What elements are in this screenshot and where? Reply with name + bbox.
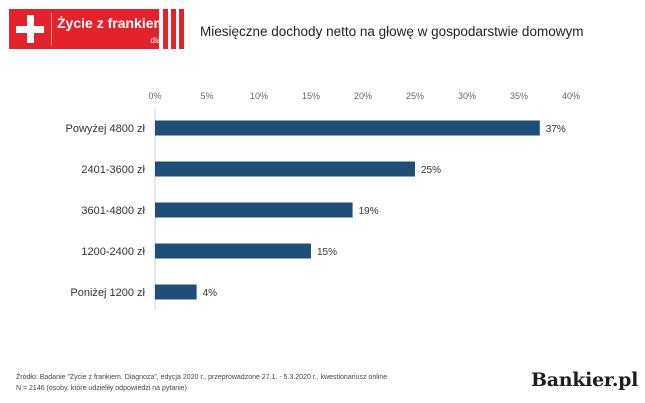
category-label: Poniżej 1200 zł: [70, 287, 145, 299]
bar: [155, 120, 540, 136]
value-label: 19%: [359, 206, 379, 217]
x-tick-label: 40%: [562, 91, 580, 101]
logo-stripe: [179, 9, 184, 49]
sample-size-note: N = 2146 (osoby, które udzieliły odpowie…: [16, 385, 187, 392]
x-tick-label: 15%: [302, 91, 320, 101]
value-label: 25%: [421, 165, 441, 176]
bar: [155, 161, 415, 177]
logo-stripe: [171, 9, 176, 49]
x-tick-label: 25%: [406, 91, 424, 101]
logo-stripe: [163, 9, 168, 49]
logo-brand-text: Życie z frankiem: [57, 15, 166, 31]
value-label: 37%: [546, 124, 566, 135]
x-tick-label: 5%: [200, 91, 213, 101]
x-tick-label: 30%: [458, 91, 476, 101]
value-label: 15%: [317, 247, 337, 258]
category-label: 3601-4800 zł: [81, 205, 145, 217]
bar: [155, 202, 353, 218]
bankier-logo: Bankier.pl: [531, 369, 639, 391]
chart-title: Miesięczne dochody netto na głowę w gosp…: [200, 24, 584, 39]
bar: [155, 243, 311, 259]
category-label: 1200-2400 zł: [81, 246, 145, 258]
category-label: Powyżej 4800 zł: [66, 123, 146, 135]
swiss-cross-icon-vertical: [26, 15, 34, 43]
x-tick-label: 10%: [250, 91, 268, 101]
bar: [155, 284, 197, 300]
value-label: 4%: [203, 288, 218, 299]
logo-divider: [51, 13, 52, 45]
x-tick-label: 35%: [510, 91, 528, 101]
x-tick-label: 20%: [354, 91, 372, 101]
source-note: Źródło: Badanie "Życie z frankiem. Diagn…: [16, 374, 388, 381]
zycie-z-frankiem-logo: Życie z frankiem diagnoza: [9, 9, 187, 49]
x-tick-label: 0%: [148, 91, 161, 101]
category-label: 2401-3600 zł: [81, 164, 145, 176]
